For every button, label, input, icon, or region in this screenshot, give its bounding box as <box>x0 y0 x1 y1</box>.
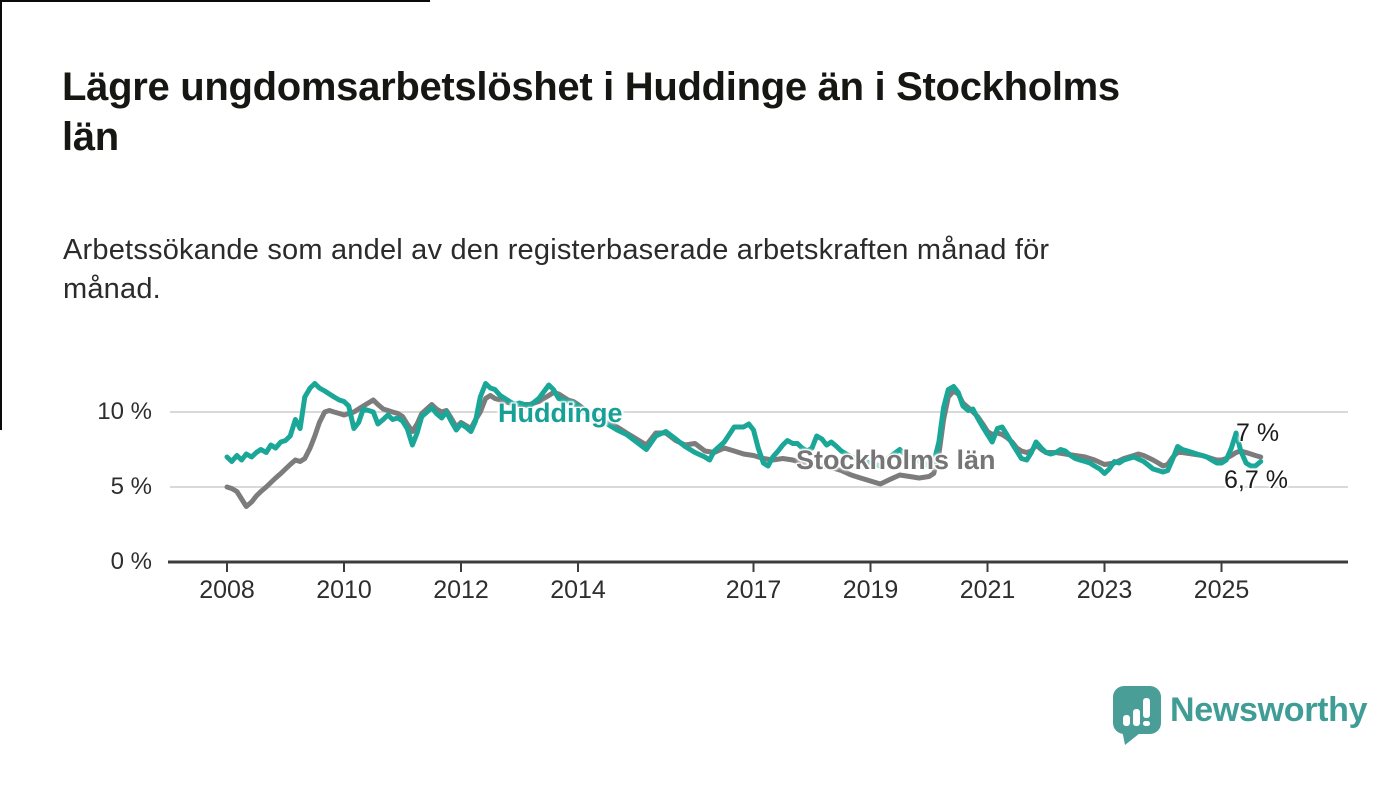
huddinge-line <box>224 381 1264 476</box>
series-label-stockholms-lan: Stockholms län <box>796 445 996 475</box>
newsworthy-logo: Newsworthy <box>1112 685 1368 747</box>
chart-subtitle-line2: månad. <box>63 273 161 305</box>
end-value-huddinge: 6,7 % <box>1224 466 1288 494</box>
page-title-line2: län <box>62 115 119 159</box>
chart-subtitle-line1: Arbetssökande som andel av den registerb… <box>63 234 1050 266</box>
x-tick-label-2010: 2010 <box>316 576 372 604</box>
series-label-huddinge: Huddinge <box>498 398 623 428</box>
x-tick-label-2025: 2025 <box>1193 576 1250 604</box>
x-tick-label-2021: 2021 <box>959 576 1016 604</box>
screen-edge-artifact-left <box>0 0 2 430</box>
x-tick-label-2008: 2008 <box>199 576 255 604</box>
y-tick-label-0: 0 % <box>110 548 152 575</box>
x-tick-label-2012: 2012 <box>433 576 489 604</box>
page-title: Lägre ungdomsarbetslöshet i Huddinge än … <box>62 62 1362 162</box>
newsworthy-wordmark: Newsworthy <box>1170 691 1368 729</box>
stockholms-lan-line <box>224 388 1264 509</box>
page-title-line1: Lägre ungdomsarbetslöshet i Huddinge än … <box>62 65 1120 109</box>
x-tick-label-2023: 2023 <box>1076 576 1133 604</box>
y-tick-label-5: 5 % <box>110 473 152 500</box>
x-tick-label-2019: 2019 <box>842 576 899 604</box>
chart-subtitle: Arbetssökande som andel av den registerb… <box>63 231 1363 309</box>
screen-edge-artifact-top <box>0 0 430 2</box>
newsworthy-badge-icon <box>1113 686 1161 745</box>
x-tick-label-2014: 2014 <box>550 576 606 604</box>
end-value-stockholms-lan: 7 % <box>1236 419 1280 447</box>
y-tick-label-10: 10 % <box>97 398 152 425</box>
x-tick-label-2017: 2017 <box>725 576 782 604</box>
